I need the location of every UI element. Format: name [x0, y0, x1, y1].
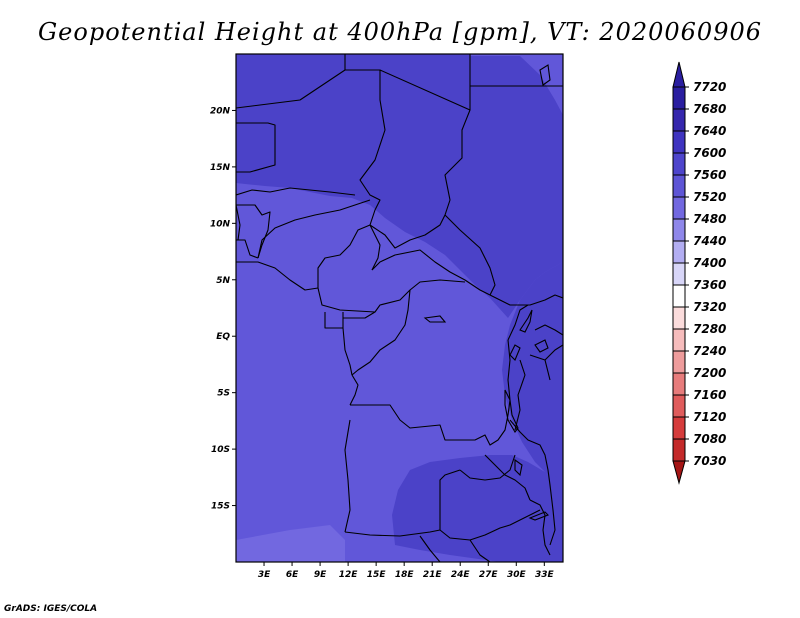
lat-tick-label: 15N — [210, 163, 231, 173]
lon-tick-label: 21E — [423, 570, 443, 580]
colorbar-segment — [672, 284, 686, 308]
credit-label: GrADS: IGES/COLA — [4, 604, 98, 614]
lat-tick-label: EQ — [216, 332, 230, 342]
lat-tick-label: 10S — [211, 445, 230, 455]
colorbar-segment — [672, 86, 686, 110]
colorbar-level-label: 7520 — [693, 190, 726, 204]
lon-tick-label: 9E — [314, 570, 327, 580]
colorbar-level-label: 7280 — [693, 322, 726, 336]
colorbar-segment — [672, 306, 686, 330]
colorbar-segment — [672, 196, 686, 220]
lat-tick-label: 5N — [216, 276, 230, 286]
colorbar-level-label: 7720 — [693, 80, 726, 94]
shaded-field — [236, 54, 563, 562]
colorbar-level-label: 7640 — [693, 124, 726, 138]
colorbar-level-label: 7120 — [693, 410, 726, 424]
shade-7600-north — [236, 54, 563, 318]
lat-tick-label: 10N — [210, 219, 231, 229]
country-borders — [236, 54, 563, 562]
colorbar-level-label: 7030 — [693, 454, 726, 468]
lat-tick-label: 15S — [211, 502, 230, 512]
colorbar-bottom-triangle — [672, 460, 686, 485]
lat-tick-label: 5S — [217, 389, 230, 399]
lon-tick-label: 27E — [479, 570, 499, 580]
colorbar-segment — [672, 152, 686, 176]
colorbar-segment — [672, 262, 686, 286]
lakes — [423, 64, 551, 521]
colorbar-segment — [672, 416, 686, 440]
lon-tick-label: 6E — [286, 570, 299, 580]
colorbar-level-label: 7160 — [693, 388, 726, 402]
shade-7560-northeast — [470, 54, 563, 115]
colorbar-segment — [672, 350, 686, 374]
colorbar-level-label: 7360 — [693, 278, 726, 292]
colorbar-segment — [672, 240, 686, 264]
colorbar-level-label: 7680 — [693, 102, 726, 116]
colorbar-segment — [672, 438, 686, 462]
colorbar-level-label: 7400 — [693, 256, 726, 270]
lat-tick-label: 20N — [210, 106, 231, 116]
colorbar-level-label: 7560 — [693, 168, 726, 182]
shade-7600-south — [392, 455, 563, 562]
colorbar-level-label: 7240 — [693, 344, 726, 358]
colorbar-segment — [672, 130, 686, 154]
plot-frame — [235, 53, 564, 563]
colorbar-segment — [672, 174, 686, 198]
colorbar-level-label: 7600 — [693, 146, 726, 160]
lon-tick-label: 18E — [395, 570, 415, 580]
colorbar-level-label: 7480 — [693, 212, 726, 226]
map-title: Geopotential Height at 400hPa [gpm], VT:… — [38, 18, 762, 46]
lon-tick-label: 24E — [451, 570, 471, 580]
lon-tick-label: 3E — [258, 570, 271, 580]
colorbar-level-label: 7200 — [693, 366, 726, 380]
longitude-axis: 3E 6E 9E 12E 15E 18E 21E 24E 27E 30E 33E — [258, 562, 555, 580]
colorbar-segment — [672, 218, 686, 242]
colorbar-segment — [672, 108, 686, 132]
colorbar: 7720 7680 7640 7600 7560 7520 7480 7440 7400 7360… — [672, 61, 726, 485]
colorbar-segment — [672, 394, 686, 418]
colorbar-segment — [672, 328, 686, 352]
colorbar-level-label: 7320 — [693, 300, 726, 314]
colorbar-level-label: 7080 — [693, 432, 726, 446]
colorbar-top-triangle — [672, 61, 686, 88]
lon-tick-label: 33E — [535, 570, 555, 580]
lon-tick-label: 12E — [339, 570, 359, 580]
lon-tick-label: 30E — [507, 570, 527, 580]
colorbar-segment — [672, 372, 686, 396]
lon-tick-label: 15E — [367, 570, 387, 580]
colorbar-level-label: 7440 — [693, 234, 726, 248]
shade-7520-southwest — [236, 525, 345, 562]
latitude-axis: 20N 15N 10N 5N EQ 5S 10S 15S — [210, 106, 236, 512]
